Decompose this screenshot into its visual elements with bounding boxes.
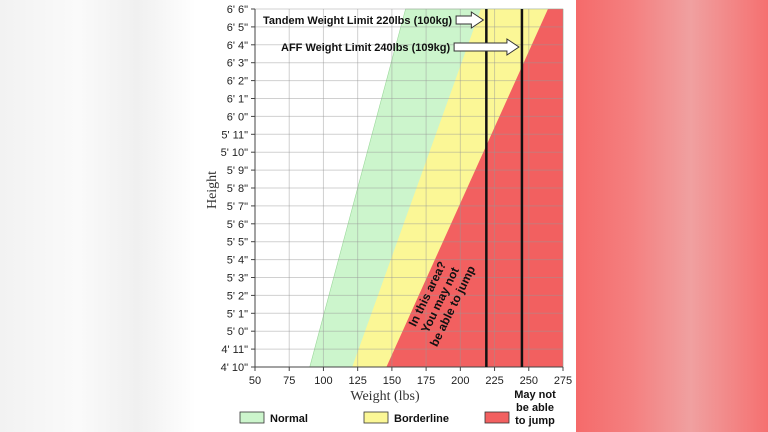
x-axis-title: Weight (lbs) [350,389,420,404]
legend-label: to jump [515,415,555,427]
arrow-icon [453,38,520,56]
y-tick-label: 5' 3" [227,273,248,285]
region-3 [386,9,563,367]
y-tick-label: 5' 2" [227,290,248,302]
x-tick-label: 125 [348,375,366,387]
y-tick-label: 5' 9" [227,165,248,177]
legend-swatch [484,411,510,424]
y-tick-label: 5' 1" [227,308,248,320]
x-tick-label: 100 [314,375,332,387]
x-tick-label: 200 [451,375,469,387]
y-tick-label: 6' 1" [227,94,248,106]
limit-label: Tandem Weight Limit 220lbs (100kg) [263,15,452,27]
y-tick-label: 4' 10" [221,362,249,374]
y-axis-title: Height [205,171,220,209]
y-tick-label: 6' 5" [227,22,248,34]
y-tick-label: 6' 6" [227,4,248,16]
y-tick-label: 5' 8" [227,183,248,195]
x-tick-label: 225 [485,375,503,387]
x-tick-label: 275 [554,375,572,387]
y-tick-label: 4' 11" [221,344,248,356]
blurred-background-left [0,0,196,432]
y-tick-label: 5' 7" [227,201,248,213]
y-tick-label: 6' 2" [227,76,248,88]
y-tick-label: 6' 3" [227,58,248,70]
y-tick-label: 5' 4" [227,255,248,267]
y-tick-label: 6' 4" [227,40,248,52]
arrow-icon [455,11,485,29]
y-tick-label: 5' 5" [227,237,248,249]
y-tick-label: 5' 0" [227,326,248,338]
y-tick-label: 5' 11" [221,129,248,141]
legend-label: be able [516,402,554,414]
legend-swatch [239,411,265,424]
x-tick-label: 175 [417,375,435,387]
limit-label: AFF Weight Limit 240lbs (109kg) [281,42,450,54]
legend-swatch [363,411,389,424]
x-tick-label: 50 [249,375,261,387]
blurred-background-right [575,0,768,432]
y-tick-label: 5' 6" [227,219,248,231]
legend-label: May not [514,389,556,401]
y-tick-label: 6' 0" [227,111,248,123]
legend-label: Borderline [394,413,449,425]
legend-label: Normal [270,413,308,425]
x-tick-label: 250 [520,375,538,387]
x-tick-label: 150 [383,375,401,387]
x-tick-label: 75 [283,375,295,387]
y-tick-label: 5' 10" [221,147,249,159]
